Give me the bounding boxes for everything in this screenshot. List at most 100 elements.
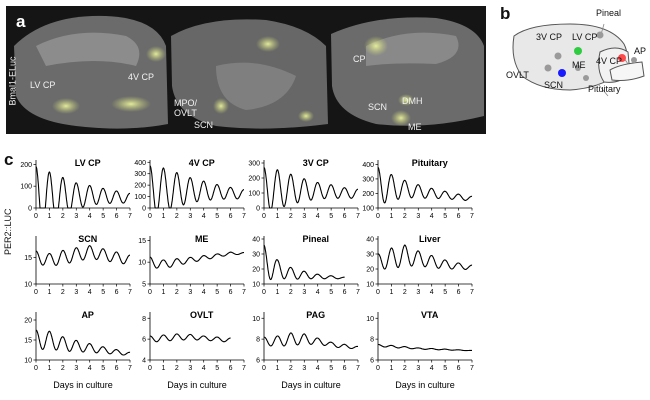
- plot-3v-cp: 0 1 2 3 4 5 6 7 0 100 200 300 3V CP: [248, 158, 360, 220]
- plot-4v-cp: 0 1 2 3 4 5 6 7 0 100 200 300 400 4V CP: [134, 158, 246, 220]
- ovlt-dot: [544, 64, 552, 72]
- x-tick-label: 4: [88, 213, 92, 220]
- x-tick-label: 1: [389, 289, 393, 296]
- y-tick-label: 100: [362, 206, 374, 213]
- plot-title: SCN: [78, 234, 97, 244]
- y-tick-label: 10: [366, 282, 374, 289]
- y-tick-label: 30: [366, 252, 374, 259]
- x-tick-label: 6: [343, 289, 347, 296]
- y-tick-label: 300: [134, 171, 146, 178]
- x-tick-label: 6: [229, 289, 233, 296]
- plot-title: 3V CP: [303, 158, 329, 168]
- ap-label: AP: [634, 46, 647, 56]
- me-label: ME: [408, 122, 422, 132]
- x-tick-label: 2: [403, 289, 407, 296]
- x-tick-label: 5: [215, 289, 219, 296]
- y-tick-label: 200: [362, 191, 374, 198]
- y-tick-label: 400: [362, 162, 374, 169]
- lv-cp-label: LV CP: [30, 80, 56, 90]
- plot-title: OVLT: [190, 310, 214, 320]
- x-tick-label: 6: [115, 365, 119, 372]
- x-tick-label: 0: [376, 365, 380, 372]
- x-tick-label: 7: [356, 365, 360, 372]
- plot-pituitary: 0 1 2 3 4 5 6 7 100 200 300 400 Pituitary: [362, 158, 474, 220]
- x-tick-label: 7: [128, 365, 132, 372]
- x-tick-label: 2: [289, 213, 293, 220]
- x-tick-label: 3: [188, 365, 192, 372]
- x-tick-label: 6: [457, 213, 461, 220]
- scn-label-2: SCN: [368, 102, 388, 112]
- x-tick-label: 0: [376, 289, 380, 296]
- x-tick-label: 2: [175, 289, 179, 296]
- x-tick-label: 2: [175, 365, 179, 372]
- y-tick-label: 15: [24, 338, 32, 345]
- y-tick-label: 6: [370, 358, 374, 365]
- x-tick-label: 1: [389, 365, 393, 372]
- 4v-cp-label: 4V CP: [128, 72, 155, 82]
- x-tick-label: 2: [289, 289, 293, 296]
- y-tick-label: 20: [366, 267, 374, 274]
- scn-dot: [558, 69, 566, 77]
- series-line: [377, 166, 473, 204]
- y-tick-label: 0: [142, 206, 146, 213]
- x-tick-label: 6: [343, 213, 347, 220]
- y-tick-label: 20: [252, 267, 260, 274]
- x-tick-label: 6: [343, 365, 347, 372]
- x-tick-label: 6: [115, 213, 119, 220]
- x-tick-label: 6: [457, 365, 461, 372]
- plot-title: Pituitary: [412, 158, 448, 168]
- x-axis-label: Days in culture: [167, 380, 227, 390]
- x-tick-label: 7: [470, 365, 474, 372]
- brain-sections-drawing: [6, 6, 486, 134]
- x-tick-label: 2: [61, 213, 65, 220]
- ovlt-label: OVLT: [506, 70, 529, 80]
- pituitary-dot: [583, 75, 589, 81]
- y-tick-label: 6: [142, 337, 146, 344]
- plot-ovlt: 0 1 2 3 4 5 6 7 4 6 8 OVLT: [142, 310, 246, 372]
- x-tick-label: 3: [416, 213, 420, 220]
- x-tick-label: 0: [262, 289, 266, 296]
- plot-title: Liver: [419, 234, 441, 244]
- me-diagram-label: ME: [572, 60, 586, 70]
- x-tick-label: 5: [443, 365, 447, 372]
- plot-pineal: 0 1 2 3 4 5 6 7 10 20 30 40 Pineal: [252, 234, 360, 296]
- y-tick-label: 10: [366, 316, 374, 323]
- x-tick-label: 7: [242, 365, 246, 372]
- series-line: [377, 343, 472, 352]
- 3v-cp-label: 3V CP: [536, 32, 563, 42]
- series-line: [35, 244, 130, 266]
- x-tick-label: 3: [302, 289, 306, 296]
- y-tick-label: 200: [248, 176, 260, 183]
- y-tick-label: 8: [256, 337, 260, 344]
- y-tick-label: 300: [362, 176, 374, 183]
- x-tick-label: 0: [148, 365, 152, 372]
- x-tick-label: 4: [430, 213, 434, 220]
- x-tick-label: 0: [34, 289, 38, 296]
- panel-c-letter: c: [4, 150, 14, 169]
- series-line: [150, 333, 231, 343]
- y-tick-label: 20: [24, 318, 32, 325]
- y-tick-label: 5: [142, 282, 146, 289]
- series-line: [263, 332, 358, 350]
- x-tick-label: 4: [202, 213, 206, 220]
- series-line: [263, 244, 345, 281]
- x-axis-label: Days in culture: [281, 380, 341, 390]
- y-tick-label: 400: [134, 160, 146, 167]
- scn-diagram-label: SCN: [544, 80, 564, 90]
- x-tick-label: 2: [403, 365, 407, 372]
- plot-pag: 0 1 2 3 4 5 6 7 6 8 10 PAG: [252, 310, 360, 372]
- plot-title: AP: [81, 310, 94, 320]
- 3v-cp-dot: [554, 52, 562, 60]
- x-tick-label: 3: [74, 213, 78, 220]
- x-tick-label: 7: [470, 213, 474, 220]
- scn-label-1: SCN: [194, 120, 214, 130]
- x-tick-label: 1: [161, 289, 165, 296]
- y-tick-label: 4: [142, 358, 146, 365]
- x-tick-label: 1: [389, 213, 393, 220]
- y-tick-label: 40: [366, 237, 374, 244]
- lv-cp-diagram-label: LV CP: [572, 32, 598, 42]
- plot-liver: 0 1 2 3 4 5 6 7 10 20 30 40 Liver: [366, 234, 474, 296]
- plot-title: Pineal: [302, 234, 329, 244]
- schematic-drawing: [512, 23, 645, 97]
- x-axis-label: Days in culture: [53, 380, 113, 390]
